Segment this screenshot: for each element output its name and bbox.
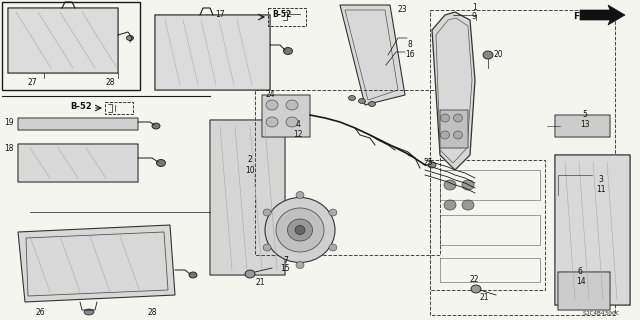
Text: B-52: B-52	[70, 102, 92, 111]
FancyBboxPatch shape	[155, 15, 270, 90]
Ellipse shape	[462, 200, 474, 210]
Text: 27: 27	[28, 78, 38, 87]
Polygon shape	[18, 225, 175, 302]
Text: 3: 3	[598, 175, 603, 184]
FancyBboxPatch shape	[18, 118, 138, 130]
Text: 16: 16	[405, 50, 415, 59]
Ellipse shape	[296, 191, 304, 198]
Ellipse shape	[444, 200, 456, 210]
Ellipse shape	[369, 101, 376, 107]
FancyBboxPatch shape	[262, 95, 310, 137]
FancyBboxPatch shape	[558, 272, 610, 310]
Text: 14: 14	[576, 277, 586, 286]
Text: B-52: B-52	[272, 10, 291, 19]
Ellipse shape	[296, 261, 304, 268]
Text: 12: 12	[293, 130, 303, 139]
Text: FR.: FR.	[573, 12, 589, 21]
Ellipse shape	[428, 162, 436, 168]
Polygon shape	[580, 5, 625, 25]
Text: 21: 21	[480, 293, 490, 302]
Ellipse shape	[266, 100, 278, 110]
Text: 26: 26	[35, 308, 45, 317]
FancyBboxPatch shape	[555, 115, 610, 137]
Ellipse shape	[295, 226, 305, 235]
Text: 9: 9	[472, 12, 477, 21]
Bar	[430, 10, 615, 315]
Text: 23: 23	[398, 5, 408, 14]
Ellipse shape	[462, 180, 474, 190]
Ellipse shape	[483, 51, 493, 59]
Text: 22: 22	[470, 275, 479, 284]
FancyBboxPatch shape	[555, 155, 630, 305]
Text: 5: 5	[582, 110, 587, 119]
Text: 11: 11	[596, 185, 605, 194]
Ellipse shape	[157, 159, 166, 166]
Ellipse shape	[263, 244, 271, 251]
FancyBboxPatch shape	[210, 120, 285, 275]
Text: 21: 21	[255, 278, 264, 287]
Text: 28: 28	[148, 308, 157, 317]
Text: 18: 18	[4, 144, 13, 153]
Text: 20: 20	[494, 50, 504, 59]
Text: 6: 6	[578, 267, 583, 276]
Ellipse shape	[265, 197, 335, 262]
Polygon shape	[432, 12, 475, 170]
Ellipse shape	[276, 208, 324, 252]
Ellipse shape	[454, 114, 463, 122]
Ellipse shape	[358, 99, 365, 103]
Text: 25: 25	[424, 158, 434, 167]
Ellipse shape	[329, 244, 337, 251]
Text: 15: 15	[280, 264, 290, 273]
Ellipse shape	[284, 47, 292, 54]
Ellipse shape	[245, 270, 255, 278]
Ellipse shape	[263, 209, 271, 216]
Ellipse shape	[444, 180, 456, 190]
Text: 2: 2	[248, 155, 253, 164]
Text: SJC4B4300C: SJC4B4300C	[582, 311, 620, 316]
Text: 1: 1	[472, 3, 477, 12]
Ellipse shape	[152, 123, 160, 129]
Bar	[2, 2, 140, 90]
FancyBboxPatch shape	[8, 8, 118, 73]
Bar	[255, 90, 440, 255]
Ellipse shape	[454, 131, 463, 139]
Ellipse shape	[84, 309, 94, 315]
Bar	[430, 160, 545, 290]
FancyBboxPatch shape	[18, 144, 138, 182]
Text: 4: 4	[296, 120, 301, 129]
Ellipse shape	[471, 285, 481, 293]
Text: 10: 10	[245, 166, 255, 175]
Ellipse shape	[287, 219, 312, 241]
Text: 19: 19	[4, 118, 13, 127]
FancyBboxPatch shape	[440, 110, 468, 148]
Ellipse shape	[286, 100, 298, 110]
Text: 13: 13	[580, 120, 589, 129]
Ellipse shape	[440, 131, 449, 139]
Ellipse shape	[189, 272, 197, 278]
Ellipse shape	[440, 114, 449, 122]
Ellipse shape	[127, 36, 134, 41]
Bar	[268, 8, 306, 26]
Text: 7: 7	[283, 256, 288, 265]
Ellipse shape	[286, 117, 298, 127]
Text: 24: 24	[265, 90, 275, 99]
Polygon shape	[340, 5, 405, 105]
Ellipse shape	[349, 95, 355, 100]
Ellipse shape	[329, 209, 337, 216]
Text: 28: 28	[105, 78, 115, 87]
Ellipse shape	[266, 117, 278, 127]
Text: 17: 17	[215, 10, 225, 19]
Text: 8: 8	[407, 40, 412, 49]
Bar	[105, 102, 133, 114]
